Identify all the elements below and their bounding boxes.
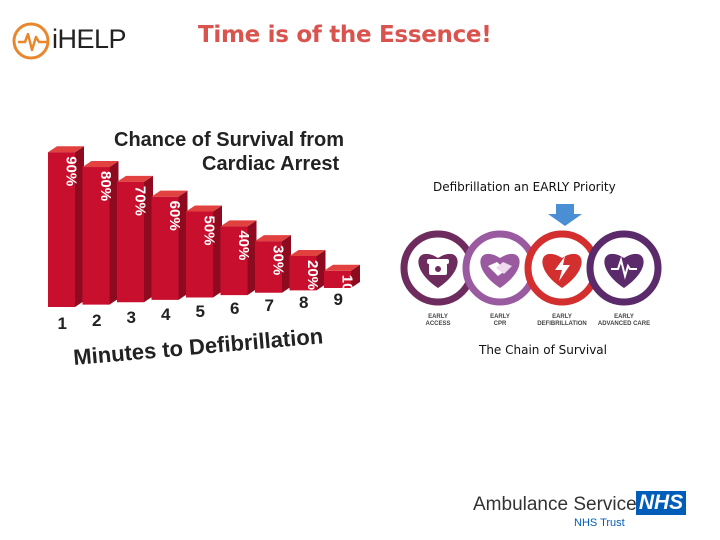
bar-side [213, 205, 222, 298]
bar-side [144, 175, 153, 303]
chart-bar [255, 241, 282, 293]
bar-value-label: 30% [270, 245, 287, 275]
bar-side [109, 161, 119, 305]
x-tick-label: 7 [265, 296, 274, 315]
chain-of-survival-graphic: EARLYACCESSEARLYCPREARLYDEFIBRILLATIONEA… [400, 204, 662, 327]
chain-step-label-top: EARLY [490, 314, 510, 320]
chain-step-label-top: EARLY [614, 314, 634, 320]
lightning-icon [555, 256, 570, 281]
telephone-icon [427, 259, 449, 275]
chart-bar [289, 255, 317, 291]
bar-value-label: 80% [97, 171, 114, 201]
bar-side [247, 220, 257, 296]
chart-bar [324, 270, 351, 288]
bar-side [316, 249, 326, 291]
chart-bar [220, 226, 248, 296]
down-arrow-icon [548, 204, 582, 226]
survival-chart: 90% 80% 70% 60% 50% 40% 30% 20% 10% Chance of Su… [44, 129, 374, 380]
x-tick-label: 8 [299, 293, 308, 312]
chart-bar [151, 196, 179, 300]
org-name: Ambulance Service [473, 494, 637, 515]
x-tick-label: 1 [58, 314, 67, 333]
bar-top [117, 175, 153, 182]
bar-value-label: 90% [63, 156, 80, 186]
bar-value-label: 60% [166, 201, 183, 231]
page-title: Time is of the Essence! [198, 22, 492, 48]
bar-top [220, 220, 257, 227]
x-tick-label: 3 [127, 308, 136, 327]
chain-step-label: ADVANCED CARE [598, 321, 650, 327]
handshake-icon [488, 262, 512, 276]
x-tick-label: 5 [196, 302, 205, 321]
bar-top [186, 205, 222, 212]
bar-side [351, 264, 360, 288]
bar-value-label: 10% [339, 275, 356, 305]
x-tick-label: 9 [334, 290, 343, 309]
bar-top [151, 190, 188, 197]
chart-bar [117, 181, 144, 303]
chart-title-line2: Cardiac Arrest [202, 153, 339, 175]
chart-title-line1: Chance of Survival from [114, 129, 344, 151]
chain-caption-bottom: The Chain of Survival [479, 343, 607, 357]
ihelp-logo-icon [12, 22, 50, 60]
bar-value-label: 40% [235, 230, 252, 260]
bar-side [178, 190, 188, 300]
bar-top [289, 249, 326, 256]
logo-text: iHELP [52, 24, 127, 54]
chart-bar [186, 211, 213, 298]
bar-value-label: 70% [132, 186, 149, 216]
chain-step-label-top: EARLY [428, 314, 448, 320]
chain-step-label: ACCESS [425, 321, 450, 327]
heartbeat-icon [611, 256, 637, 280]
bar-value-label: 50% [201, 216, 218, 246]
nhs-logo-badge: NHS [636, 491, 686, 515]
bar-top [324, 264, 360, 271]
bar-side [75, 146, 84, 307]
bar-side [282, 235, 291, 293]
chain-caption-top: Defibrillation an EARLY Priority [433, 180, 616, 194]
bar-top [82, 161, 119, 168]
chain-step-label: DEFIBRILLATION [537, 321, 587, 327]
chain-step-label: CPR [494, 321, 507, 327]
chain-step-label-top: EARLY [552, 314, 572, 320]
x-tick-label: 4 [161, 305, 171, 324]
bar-value-label: 20% [304, 260, 321, 290]
bar-top [255, 235, 291, 242]
bar-top [48, 146, 84, 153]
x-tick-label: 6 [230, 299, 239, 318]
org-trust: NHS Trust [574, 517, 625, 529]
x-tick-label: 2 [92, 311, 101, 330]
chart-bar [82, 167, 110, 305]
chart-bar [48, 152, 75, 307]
